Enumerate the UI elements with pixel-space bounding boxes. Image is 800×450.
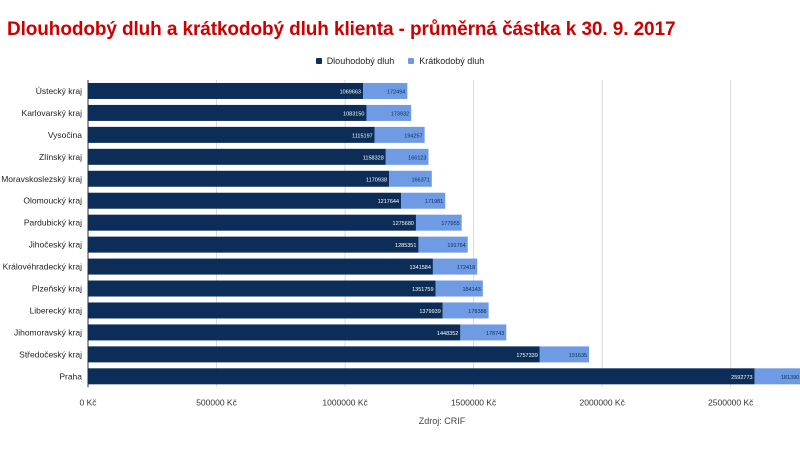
bar-short: [435, 280, 483, 297]
data-label-long: 1379939: [419, 309, 440, 315]
bar-long: [88, 104, 367, 121]
bar-short: [385, 148, 429, 165]
x-tick-label: 0 Kč: [79, 397, 97, 407]
category-label: Karlovarský kraj: [22, 108, 83, 118]
bar-short: [374, 126, 425, 143]
category-label: Pardubický kraj: [24, 218, 82, 228]
category-label: Praha: [59, 371, 82, 381]
bar-long: [88, 236, 419, 253]
bar-short: [460, 324, 507, 341]
bar-long: [88, 82, 364, 99]
x-tick-label: 2000000 Kč: [579, 397, 625, 407]
bar-long: [88, 368, 755, 385]
category-label: Ústecký kraj: [36, 86, 82, 96]
category-label: Liberecký kraj: [30, 305, 83, 315]
legend-item-short[interactable]: Krátkodobý dluh: [408, 56, 484, 66]
bar-short: [418, 236, 468, 253]
data-label-long: 1115197: [352, 133, 373, 139]
bar-short: [432, 258, 478, 275]
x-tick-label: 1000000 Kč: [322, 397, 368, 407]
data-label-long: 1351759: [412, 287, 433, 293]
legend-swatch-short: [408, 58, 415, 64]
bar-short: [442, 302, 489, 319]
source-note: Zdroj: CRIF: [418, 416, 466, 426]
data-label-short: 172494: [387, 89, 405, 95]
bar-long: [88, 170, 390, 187]
data-label-long: 1341584: [409, 265, 430, 271]
legend-item-long[interactable]: Dlouhodobý dluh: [315, 56, 395, 66]
data-label-short: 191764: [447, 243, 465, 249]
data-label-short: 184143: [463, 287, 481, 293]
data-label-short: 191635: [569, 353, 587, 359]
x-tick-label: 2500000 Kč: [708, 397, 754, 407]
bar-short: [366, 104, 412, 121]
data-label-long: 1275680: [393, 221, 414, 227]
x-tick-label: 1500000 Kč: [451, 397, 497, 407]
category-label: Moravskoslezský kraj: [1, 174, 82, 184]
bar-short: [401, 192, 446, 209]
category-label: Jihomoravský kraj: [14, 327, 82, 337]
bar-short: [363, 82, 408, 99]
data-label-short: 181390: [781, 375, 799, 381]
chart-title: Dlouhodobý dluh a krátkodobý dluh klient…: [7, 19, 676, 40]
data-label-long: 1069663: [340, 89, 361, 95]
legend: Dlouhodobý dluh Krátkodobý dluh: [0, 56, 800, 66]
bar-long: [88, 214, 416, 231]
data-label-short: 194257: [404, 133, 422, 139]
data-label-short: 166123: [408, 155, 426, 161]
data-label-short: 171981: [425, 199, 443, 205]
data-label-long: 1217644: [378, 199, 399, 205]
data-label-long: 2592773: [731, 375, 752, 381]
bar-long: [88, 324, 461, 341]
category-label: Plzeňský kraj: [32, 284, 82, 294]
category-label: Jihočeský kraj: [29, 240, 82, 250]
bar-short: [539, 346, 590, 363]
category-label: Zlínský kraj: [39, 152, 82, 162]
data-label-short: 172418: [457, 265, 475, 271]
legend-label-short: Krátkodobý dluh: [419, 56, 485, 66]
data-label-short: 177955: [441, 221, 459, 227]
data-label-long: 1757339: [516, 353, 537, 359]
bar-short: [754, 368, 800, 385]
bar-long: [88, 302, 443, 319]
bar-short: [389, 170, 432, 187]
legend-label-long: Dlouhodobý dluh: [326, 56, 395, 66]
bar-long: [88, 148, 386, 165]
bar-long: [88, 346, 540, 363]
data-label-long: 1170938: [366, 177, 387, 183]
legend-swatch-long: [315, 58, 322, 64]
bar-long: [88, 126, 375, 143]
data-label-short: 173932: [391, 111, 409, 117]
category-label: Olomoucký kraj: [23, 196, 82, 206]
data-label-short: 178743: [486, 331, 504, 337]
data-label-long: 1158328: [363, 155, 384, 161]
bar-short: [415, 214, 462, 231]
data-label-long: 1083150: [343, 111, 364, 117]
category-label: Středočeský kraj: [19, 349, 82, 359]
bar-long: [88, 192, 402, 209]
category-label: Královéhradecký kraj: [3, 262, 82, 272]
bar-long: [88, 280, 436, 297]
bar-long: [88, 258, 433, 275]
data-label-long: 1285351: [395, 243, 416, 249]
data-label-short: 178388: [468, 309, 486, 315]
data-label-short: 166371: [411, 177, 429, 183]
category-label: Vysočina: [48, 130, 82, 140]
data-label-long: 1448352: [437, 331, 458, 337]
x-tick-label: 500000 Kč: [196, 397, 237, 407]
